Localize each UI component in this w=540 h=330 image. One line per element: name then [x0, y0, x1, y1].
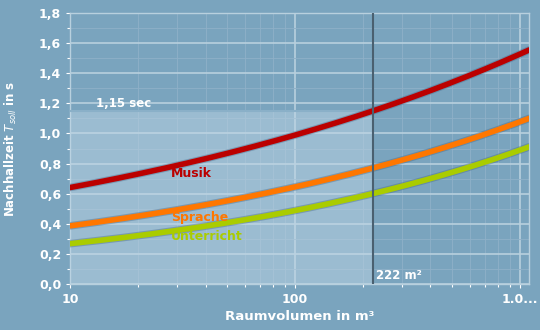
X-axis label: Raumvolumen in m³: Raumvolumen in m³: [225, 310, 374, 323]
Text: 1,15 sec: 1,15 sec: [96, 97, 151, 110]
Text: Nachhallzeit $T_{soll}$ in s: Nachhallzeit $T_{soll}$ in s: [3, 80, 18, 217]
Bar: [70, 111, 373, 284]
Text: Sprache: Sprache: [171, 211, 228, 224]
Text: Unterricht: Unterricht: [171, 230, 242, 243]
Text: 222 m²: 222 m²: [375, 269, 421, 282]
Text: Musik: Musik: [171, 167, 212, 180]
